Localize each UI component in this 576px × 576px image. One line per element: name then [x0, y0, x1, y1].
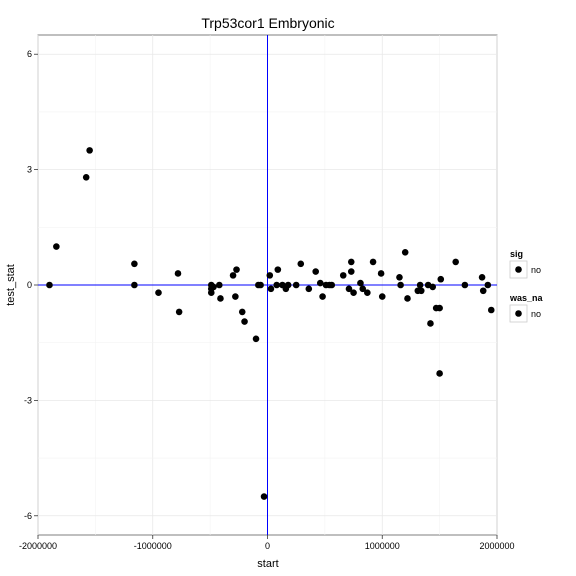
data-point	[487, 306, 495, 314]
data-point	[86, 147, 93, 154]
data-point	[257, 281, 264, 289]
y-axis-ticks: -6 -3 0 3 6	[24, 49, 38, 521]
data-point	[436, 304, 443, 312]
data-point	[174, 270, 182, 277]
data-point	[359, 285, 367, 293]
data-point	[266, 272, 274, 279]
data-point	[339, 272, 347, 279]
x-axis-title: start	[257, 558, 278, 570]
data-point	[429, 283, 437, 291]
data-point	[350, 289, 357, 296]
data-point	[217, 295, 224, 302]
y-tick-label: 6	[27, 49, 32, 59]
y-tick-label: 3	[27, 165, 32, 175]
data-point	[345, 285, 353, 293]
data-point	[273, 281, 280, 289]
data-point	[267, 285, 275, 293]
data-points	[46, 147, 495, 500]
data-point	[241, 318, 248, 325]
data-point	[284, 281, 292, 289]
data-point	[316, 279, 324, 287]
data-point	[274, 266, 282, 273]
data-point	[131, 281, 138, 289]
data-point	[364, 289, 371, 296]
x-tick-label: 2000000	[479, 541, 514, 551]
x-tick-label: 0	[265, 541, 270, 551]
legend-label-was-na: no	[531, 309, 541, 319]
data-point	[378, 293, 386, 300]
data-point	[155, 289, 162, 296]
x-tick-label: 1000000	[365, 541, 400, 551]
data-point	[397, 281, 404, 289]
data-point	[232, 293, 239, 300]
data-point	[436, 370, 443, 377]
y-tick-label: -6	[24, 511, 32, 521]
legend-title-sig: sig	[510, 249, 523, 259]
data-point	[427, 320, 434, 327]
data-point	[417, 287, 425, 295]
data-point	[404, 295, 411, 302]
legend-title-was-na: was_na	[509, 293, 544, 303]
data-point	[401, 249, 409, 256]
y-axis-title: test_stat	[5, 264, 17, 306]
data-point	[207, 289, 215, 296]
data-point	[452, 258, 459, 266]
data-point	[305, 285, 313, 293]
y-tick-label: 0	[27, 280, 32, 290]
data-point	[260, 493, 268, 500]
data-point	[210, 283, 217, 291]
data-point	[297, 260, 305, 268]
data-point	[131, 260, 138, 268]
legend-symbol-sig	[515, 266, 522, 273]
data-point	[478, 274, 486, 281]
data-point	[216, 281, 223, 289]
data-point	[357, 279, 364, 287]
y-tick-label: -3	[24, 395, 32, 405]
data-point	[437, 275, 445, 283]
x-tick-label: -2000000	[19, 541, 57, 551]
data-point	[233, 266, 240, 273]
data-point	[46, 281, 53, 289]
data-point	[328, 281, 336, 289]
data-point	[53, 243, 60, 250]
data-point	[461, 281, 469, 289]
legend-symbol-was-na	[515, 310, 522, 317]
data-point	[238, 308, 246, 316]
legend-label-sig: no	[531, 265, 541, 275]
data-point	[175, 308, 183, 316]
chart-title: Trp53cor1 Embryonic	[201, 15, 334, 31]
data-point	[396, 274, 403, 281]
data-point	[377, 270, 385, 277]
data-point	[479, 287, 487, 295]
data-point	[229, 272, 237, 279]
legend: sig no was_na no	[509, 249, 544, 323]
data-point	[416, 281, 424, 289]
x-tick-label: -1000000	[134, 541, 172, 551]
data-point	[252, 335, 260, 343]
data-point	[82, 174, 90, 181]
data-point	[347, 258, 355, 266]
data-point	[347, 268, 355, 275]
data-point	[292, 281, 300, 289]
data-point	[484, 281, 492, 289]
x-axis-ticks: -2000000 -1000000 0 1000000 2000000	[19, 535, 515, 551]
data-point	[319, 293, 326, 300]
data-point	[312, 268, 319, 275]
data-point	[369, 258, 377, 266]
